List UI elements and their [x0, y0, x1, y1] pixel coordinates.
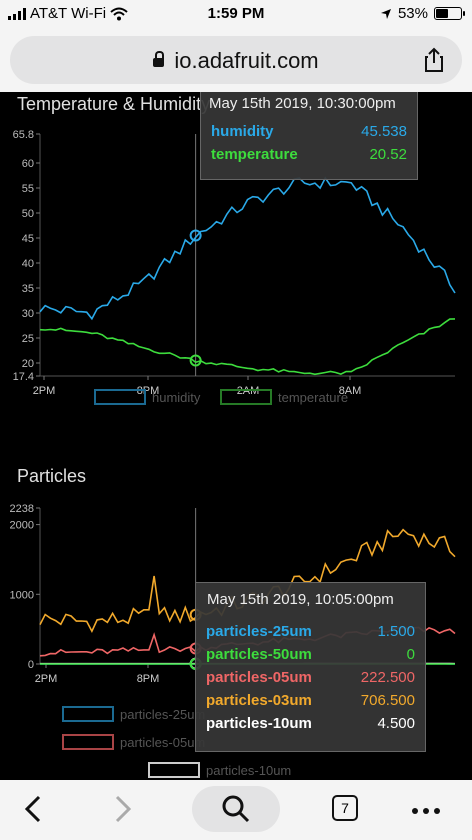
tooltip-series-name: particles-25um — [206, 623, 312, 640]
forward-button[interactable] — [114, 794, 132, 830]
y-tick-label: 40 — [22, 258, 34, 270]
url-text: io.adafruit.com — [174, 48, 319, 73]
chart1-tooltip-row-temperature: temperature 20.52 — [211, 146, 407, 163]
status-bar: AT&T Wi-Fi 1:59 PM 53% — [0, 0, 472, 28]
legend-swatch — [220, 389, 272, 405]
chevron-left-icon — [24, 795, 41, 823]
chart2-tooltip-row: particles-05um 222.500 — [206, 669, 415, 686]
search-icon — [222, 795, 250, 823]
series-line-temperature — [39, 318, 456, 376]
chart1-title: Temperature & Humidity — [17, 94, 211, 114]
chart2-tooltip-row: particles-25um 1.500 — [206, 623, 415, 640]
legend-item-temperature[interactable]: temperature — [220, 389, 348, 405]
browser-bottom-toolbar: 7 — [0, 780, 472, 840]
legend-label: particles-25um — [120, 706, 206, 722]
y-tick-label: 45 — [22, 233, 34, 245]
x-tick-label: 8PM — [137, 385, 160, 397]
y-tick-label: 1000 — [10, 589, 34, 601]
y-tick-label: 2000 — [10, 520, 34, 532]
chart2-tooltip-time: May 15th 2019, 10:05:00pm — [207, 591, 394, 608]
share-icon[interactable] — [420, 46, 448, 74]
y-tick-label: 2238 — [10, 503, 34, 515]
tooltip-series-name: particles-50um — [206, 646, 312, 663]
location-arrow-icon — [380, 8, 391, 19]
legend-swatch — [62, 706, 114, 722]
legend-label: temperature — [278, 389, 349, 405]
series-marker-humidity — [189, 229, 202, 242]
y-tick-label: 35 — [22, 283, 34, 295]
y-tick-label: 17.4 — [13, 371, 34, 383]
search-button[interactable] — [192, 786, 280, 832]
browser-toolbar: io.adafruit.com — [0, 28, 472, 92]
tooltip-series-name: particles-05um — [206, 669, 312, 686]
x-tick-label: 2PM — [33, 385, 56, 397]
tooltip-series-value: 222.500 — [360, 669, 415, 686]
legend-swatch — [148, 762, 200, 778]
tooltip-series-name: particles-03um — [206, 692, 312, 709]
legend-label: particles-10um — [206, 762, 292, 778]
tooltip-series-value: 20.52 — [369, 146, 407, 163]
chart1-tooltip: May 15th 2019, 10:30:00pm humidity 45.53… — [200, 92, 418, 180]
x-tick-label: 8PM — [137, 673, 160, 685]
legend-label: humidity — [152, 389, 201, 405]
page-content: Temperature & Humidity 65.8 60 55 50 45 40 35 3… — [0, 92, 472, 780]
wifi-icon — [110, 7, 128, 20]
y-tick-label: 65.8 — [13, 129, 34, 141]
legend-swatch — [62, 734, 114, 750]
battery-percent: 53% — [397, 5, 428, 22]
signal-icon — [8, 7, 26, 20]
clock: 1:59 PM — [207, 5, 265, 22]
carrier-label: AT&T Wi-Fi — [30, 5, 107, 22]
x-tick-label: 2AM — [237, 385, 260, 397]
chart2-title: Particles — [17, 466, 87, 486]
y-tick-label: 30 — [22, 308, 34, 320]
chart1-tooltip-time: May 15th 2019, 10:30:00pm — [209, 95, 396, 112]
tooltip-series-value: 45.538 — [361, 123, 407, 140]
address-bar[interactable]: io.adafruit.com — [10, 36, 462, 84]
y-tick-label: 0 — [28, 659, 34, 671]
chart2-tooltip: May 15th 2019, 10:05:00pm particles-25um… — [195, 582, 426, 752]
x-tick-label: 2PM — [35, 673, 58, 685]
chart2-tooltip-row: particles-03um 706.500 — [206, 692, 415, 709]
chevron-right-icon — [115, 795, 132, 823]
tooltip-series-name: humidity — [211, 123, 274, 140]
tooltip-series-name: particles-10um — [206, 715, 312, 732]
y-tick-label: 20 — [22, 358, 34, 370]
back-button[interactable] — [24, 794, 42, 830]
tooltip-series-value: 706.500 — [360, 692, 415, 709]
chart1-tooltip-row-humidity: humidity 45.538 — [211, 123, 407, 140]
chart2-tooltip-row: particles-10um 4.500 — [206, 715, 415, 732]
legend-swatch — [94, 389, 146, 405]
carrier-info: AT&T Wi-Fi — [8, 5, 128, 22]
y-tick-label: 50 — [22, 208, 34, 220]
tooltip-series-value: 1.500 — [377, 623, 415, 640]
legend-label: particles-05um — [120, 734, 206, 750]
legend-item-particles-25um[interactable]: particles-25um — [62, 706, 205, 722]
legend-item-particles-05um[interactable]: particles-05um — [62, 734, 205, 750]
more-options-button[interactable] — [412, 808, 440, 814]
series-line-humidity — [39, 176, 456, 321]
lock-icon — [153, 51, 165, 67]
tooltip-series-name: temperature — [211, 146, 298, 163]
legend-item-particles-10um[interactable]: particles-10um — [148, 762, 291, 778]
y-tick-label: 25 — [22, 333, 34, 345]
x-tick-label: 8AM — [339, 385, 362, 397]
battery-icon — [434, 7, 465, 20]
tabs-button[interactable]: 7 — [332, 795, 358, 821]
chart2-tooltip-row: particles-50um 0 — [206, 646, 415, 663]
legend-item-humidity[interactable]: humidity — [94, 389, 200, 405]
tooltip-series-value: 0 — [406, 646, 415, 663]
y-tick-label: 55 — [22, 183, 34, 195]
series-marker-temperature — [189, 354, 202, 367]
tooltip-series-value: 4.500 — [377, 715, 415, 732]
y-tick-label: 60 — [22, 158, 34, 170]
